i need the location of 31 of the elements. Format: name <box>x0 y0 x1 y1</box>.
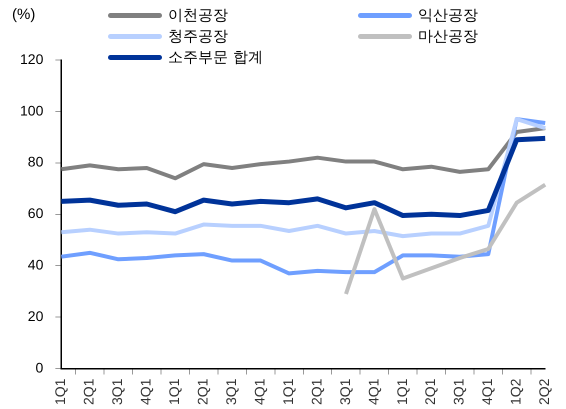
legend-label: 익산공장 <box>418 6 478 25</box>
x-tick-label: 2Q1 <box>308 378 324 406</box>
x-tick-label: 1Q2 <box>508 378 524 406</box>
x-tick-label: 3Q1 <box>109 378 126 406</box>
x-tick-label: 3Q1 <box>336 378 353 406</box>
legend-label: 마산공장 <box>418 27 478 46</box>
x-tick-label: 3Q1 <box>222 378 239 406</box>
y-tick-label: 100 <box>20 102 44 118</box>
x-tick-label: 4Q1 <box>138 378 154 406</box>
x-tick-label: 1Q1 <box>394 378 410 406</box>
y-tick-label: 20 <box>28 308 44 324</box>
legend-label: 이천공장 <box>168 6 228 25</box>
y-tick-label: 80 <box>28 154 44 170</box>
x-tick-label: 1Q1 <box>52 378 68 406</box>
legend-label: 소주부문 합계 <box>168 48 263 67</box>
x-tick-label: 2Q1 <box>194 378 211 406</box>
y-tick-label: 120 <box>20 50 44 67</box>
x-tick-label: 4Q1 <box>251 378 268 406</box>
x-tick-label: 4Q1 <box>365 378 382 406</box>
y-tick-label: 40 <box>28 256 44 273</box>
x-tick-label: 3Q1 <box>450 378 467 406</box>
y-tick-label: 0 <box>36 359 44 376</box>
x-tick-label: 1Q1 <box>280 378 296 406</box>
y-tick-label: 60 <box>28 205 44 222</box>
x-tick-label: 2Q1 <box>80 378 97 406</box>
x-tick-label: 2Q2 <box>536 378 552 406</box>
x-tick-label: 2Q1 <box>422 378 438 406</box>
legend-label: 청주공장 <box>168 27 228 46</box>
y-axis-title: (%) <box>12 6 36 23</box>
x-tick-label: 1Q1 <box>166 378 182 406</box>
x-tick-label: 4Q1 <box>479 378 496 406</box>
